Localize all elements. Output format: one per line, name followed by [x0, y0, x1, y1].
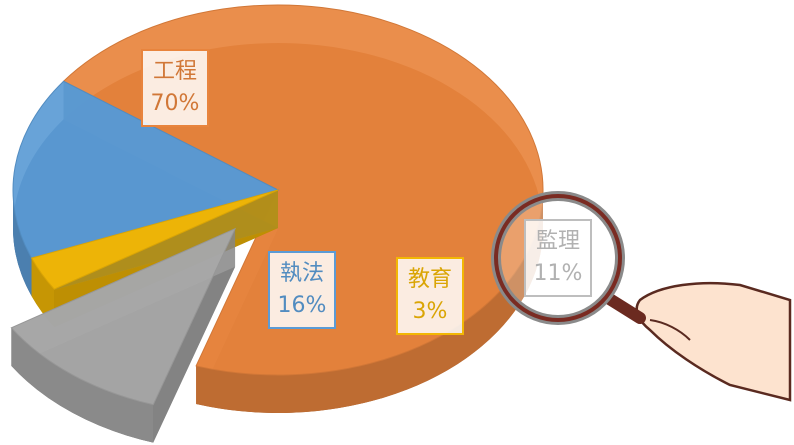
label-box: [524, 219, 592, 297]
slice: [10, 227, 237, 406]
slice: [30, 189, 279, 290]
value-label: 11%: [534, 261, 583, 286]
labels: 工程 70% 執法 16% 教育 3% 監理 11%: [141, 49, 592, 335]
category-label: 執法: [280, 261, 324, 286]
category-label: 教育: [408, 267, 452, 292]
magnifier: [491, 191, 792, 402]
category-label: 工程: [153, 59, 197, 84]
label-box: [396, 257, 464, 335]
slice-side: [13, 190, 32, 297]
slice-side: [196, 190, 544, 414]
lens-ring: [494, 194, 622, 322]
finger-line: [649, 319, 691, 341]
category-label: 監理: [536, 229, 580, 254]
slice: [12, 80, 280, 259]
slice-side: [31, 258, 55, 328]
handle: [602, 292, 646, 324]
label-box: [268, 251, 336, 329]
slice-side: [11, 327, 154, 443]
value-label: 70%: [151, 91, 200, 116]
hand: [635, 281, 792, 402]
value-label: 3%: [413, 299, 448, 324]
pie: [10, 4, 544, 443]
label-box: [141, 49, 209, 127]
value-label: 16%: [278, 293, 327, 318]
